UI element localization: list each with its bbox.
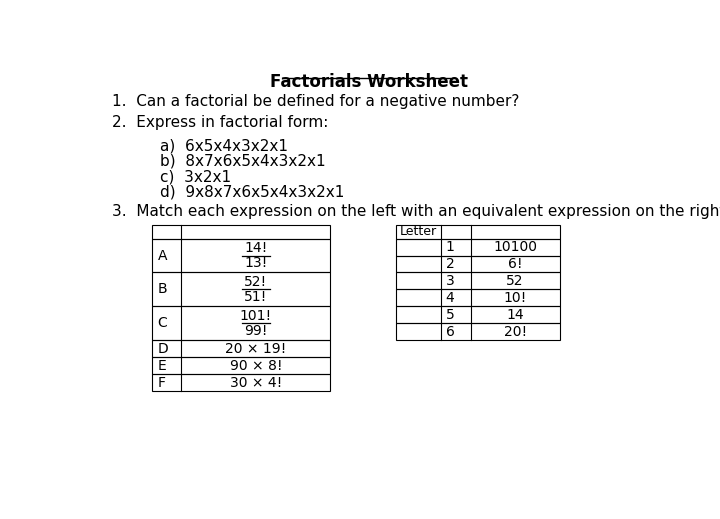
- Text: 20!: 20!: [503, 325, 526, 339]
- Text: 3.  Match each expression on the left with an equivalent expression on the right: 3. Match each expression on the left wit…: [112, 204, 720, 219]
- Text: A: A: [158, 249, 167, 263]
- Text: 1: 1: [446, 240, 454, 254]
- Text: 13!: 13!: [244, 256, 267, 270]
- Text: b)  8x7x6x5x4x3x2x1: b) 8x7x6x5x4x3x2x1: [160, 154, 325, 169]
- Text: E: E: [158, 359, 166, 373]
- Text: d)  9x8x7x6x5x4x3x2x1: d) 9x8x7x6x5x4x3x2x1: [160, 185, 344, 200]
- Text: 30 × 4!: 30 × 4!: [230, 376, 282, 390]
- Text: 51!: 51!: [244, 290, 267, 304]
- Bar: [152, 357, 330, 374]
- Text: 14: 14: [506, 308, 524, 322]
- Text: 10100: 10100: [493, 240, 537, 254]
- Text: 52: 52: [506, 274, 524, 288]
- Bar: [152, 272, 330, 306]
- Text: 20 × 19!: 20 × 19!: [225, 342, 287, 356]
- Text: 10!: 10!: [503, 291, 527, 305]
- Bar: [152, 374, 330, 391]
- Text: a)  6x5x4x3x2x1: a) 6x5x4x3x2x1: [160, 139, 288, 154]
- Text: c)  3x2x1: c) 3x2x1: [160, 169, 231, 184]
- Text: D: D: [158, 342, 168, 356]
- Bar: [396, 239, 559, 255]
- Text: 2.  Express in factorial form:: 2. Express in factorial form:: [112, 115, 328, 130]
- Bar: [396, 255, 559, 272]
- Text: 52!: 52!: [244, 275, 267, 289]
- Text: F: F: [158, 376, 166, 390]
- Bar: [152, 306, 330, 340]
- Bar: [396, 323, 559, 340]
- Text: 5: 5: [446, 308, 454, 322]
- Bar: [152, 225, 330, 239]
- Text: 3: 3: [446, 274, 454, 288]
- Bar: [396, 225, 559, 239]
- Text: 14!: 14!: [244, 241, 267, 255]
- Text: 90 × 8!: 90 × 8!: [230, 359, 282, 373]
- Text: Letter: Letter: [400, 225, 437, 238]
- Bar: [396, 306, 559, 323]
- Text: C: C: [158, 316, 167, 330]
- Bar: [152, 340, 330, 357]
- Bar: [396, 272, 559, 290]
- Text: 6: 6: [446, 325, 454, 339]
- Text: 4: 4: [446, 291, 454, 305]
- Text: 6!: 6!: [508, 257, 522, 271]
- Text: Factorials Worksheet: Factorials Worksheet: [270, 73, 468, 91]
- Bar: [396, 290, 559, 306]
- Text: B: B: [158, 282, 167, 296]
- Text: 2: 2: [446, 257, 454, 271]
- Text: 99!: 99!: [244, 324, 268, 338]
- Text: 101!: 101!: [240, 308, 272, 322]
- Bar: [152, 239, 330, 272]
- Text: 1.  Can a factorial be defined for a negative number?: 1. Can a factorial be defined for a nega…: [112, 94, 519, 109]
